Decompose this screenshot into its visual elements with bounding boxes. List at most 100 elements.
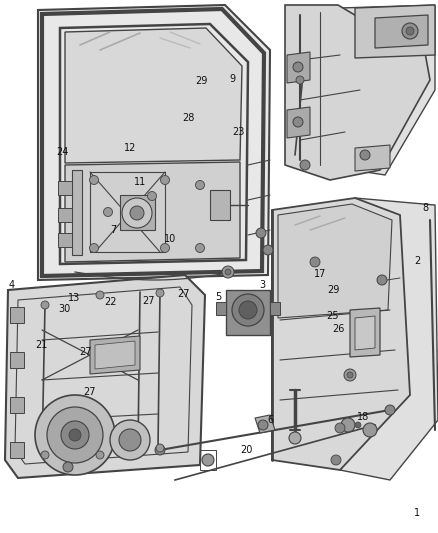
Circle shape	[41, 301, 49, 309]
Polygon shape	[58, 181, 72, 195]
Text: 30: 30	[59, 304, 71, 314]
Circle shape	[289, 432, 301, 444]
Text: 12: 12	[124, 143, 137, 153]
Circle shape	[263, 245, 273, 255]
Text: 25: 25	[326, 311, 338, 320]
Circle shape	[341, 418, 355, 432]
Circle shape	[335, 423, 345, 433]
Text: 10: 10	[164, 234, 176, 244]
Polygon shape	[210, 190, 230, 220]
Polygon shape	[350, 308, 380, 357]
Text: 7: 7	[110, 225, 116, 235]
Circle shape	[202, 454, 214, 466]
Polygon shape	[95, 341, 135, 369]
Polygon shape	[10, 442, 24, 458]
Polygon shape	[287, 107, 310, 138]
Circle shape	[355, 422, 361, 428]
Text: 29: 29	[195, 76, 208, 86]
Circle shape	[406, 27, 414, 35]
Circle shape	[35, 395, 115, 475]
Circle shape	[63, 462, 73, 472]
Text: 21: 21	[35, 341, 48, 350]
Circle shape	[293, 62, 303, 72]
Circle shape	[122, 198, 152, 228]
Text: 20: 20	[240, 446, 252, 455]
Circle shape	[239, 301, 257, 319]
Circle shape	[47, 407, 103, 463]
Text: 2: 2	[414, 256, 420, 266]
Circle shape	[363, 423, 377, 437]
Polygon shape	[10, 307, 24, 323]
Polygon shape	[340, 5, 435, 175]
Circle shape	[256, 228, 266, 238]
Circle shape	[402, 23, 418, 39]
Polygon shape	[285, 5, 430, 180]
Circle shape	[119, 429, 141, 451]
Polygon shape	[375, 15, 428, 48]
Circle shape	[296, 76, 304, 84]
Text: 23: 23	[233, 127, 245, 137]
Text: 9: 9	[229, 74, 235, 84]
Text: 13: 13	[68, 294, 81, 303]
Circle shape	[110, 420, 150, 460]
Polygon shape	[5, 275, 205, 478]
Circle shape	[195, 181, 205, 190]
Circle shape	[385, 405, 395, 415]
Circle shape	[89, 175, 99, 184]
Circle shape	[103, 207, 113, 216]
Text: 5: 5	[215, 293, 221, 302]
Polygon shape	[340, 198, 438, 480]
Circle shape	[156, 444, 164, 452]
Circle shape	[61, 421, 89, 449]
Circle shape	[96, 451, 104, 459]
Polygon shape	[72, 170, 82, 255]
Text: 6: 6	[268, 415, 274, 425]
Circle shape	[160, 175, 170, 184]
Circle shape	[160, 244, 170, 253]
Circle shape	[347, 372, 353, 378]
Polygon shape	[90, 336, 140, 374]
Polygon shape	[272, 198, 410, 470]
Text: 3: 3	[259, 280, 265, 290]
Polygon shape	[58, 233, 72, 247]
Circle shape	[96, 291, 104, 299]
Circle shape	[148, 191, 156, 200]
Circle shape	[310, 257, 320, 267]
Text: 27: 27	[79, 347, 92, 357]
Circle shape	[377, 275, 387, 285]
Circle shape	[258, 420, 268, 430]
Polygon shape	[38, 5, 270, 280]
Polygon shape	[10, 352, 24, 368]
Text: 18: 18	[357, 412, 370, 422]
Polygon shape	[10, 397, 24, 413]
Circle shape	[41, 451, 49, 459]
Circle shape	[155, 445, 165, 455]
Circle shape	[225, 269, 231, 275]
Circle shape	[232, 294, 264, 326]
Circle shape	[344, 369, 356, 381]
Polygon shape	[270, 302, 280, 315]
Circle shape	[195, 244, 205, 253]
Circle shape	[156, 289, 164, 297]
Circle shape	[89, 244, 99, 253]
Text: 11: 11	[134, 177, 146, 187]
Text: 27: 27	[177, 289, 189, 299]
Text: 29: 29	[328, 286, 340, 295]
Circle shape	[293, 117, 303, 127]
Polygon shape	[255, 415, 275, 433]
Text: 1: 1	[414, 508, 420, 518]
Text: 27: 27	[142, 296, 154, 306]
Text: 4: 4	[9, 280, 15, 290]
Circle shape	[331, 455, 341, 465]
Text: 8: 8	[423, 203, 429, 213]
Polygon shape	[65, 28, 242, 163]
Circle shape	[360, 150, 370, 160]
Circle shape	[300, 160, 310, 170]
Circle shape	[222, 266, 234, 278]
Polygon shape	[120, 195, 155, 230]
Text: 28: 28	[182, 114, 194, 123]
Polygon shape	[216, 302, 226, 315]
Polygon shape	[65, 162, 240, 262]
Polygon shape	[355, 5, 435, 58]
Polygon shape	[355, 145, 390, 171]
